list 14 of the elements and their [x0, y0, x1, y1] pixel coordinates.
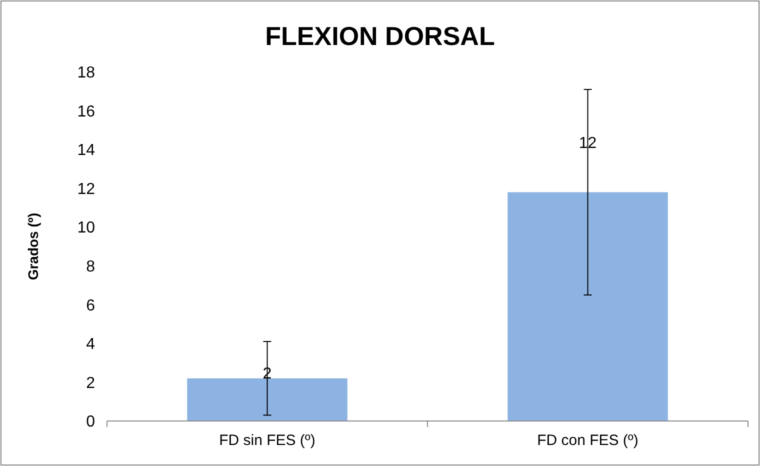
y-tick-label: 4: [86, 336, 96, 354]
y-tick-label: 18: [77, 64, 96, 82]
chart-title: FLEXION DORSAL: [265, 21, 495, 51]
x-tick-label: FD con FES (º): [537, 432, 638, 449]
y-axis-title: Grados (º): [25, 212, 41, 280]
y-tick-label: 8: [86, 258, 96, 276]
y-tick-label: 6: [86, 297, 96, 314]
y-tick-label: 16: [77, 103, 96, 120]
y-tick-label: 0: [86, 414, 96, 431]
y-tick-label: 14: [77, 142, 96, 160]
y-tick-label: 10: [77, 220, 96, 237]
y-tick-label: 2: [86, 374, 96, 392]
x-tick-label: FD sin FES (º): [219, 432, 316, 449]
y-tick-label: 12: [77, 180, 96, 198]
